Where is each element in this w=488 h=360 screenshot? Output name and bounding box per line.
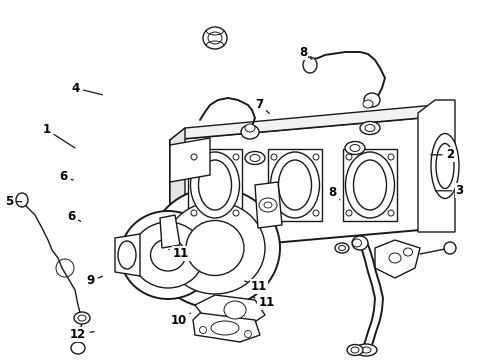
Ellipse shape (164, 202, 264, 294)
Ellipse shape (244, 330, 251, 338)
Text: 7: 7 (255, 98, 269, 113)
Ellipse shape (191, 210, 197, 216)
Ellipse shape (191, 154, 197, 160)
Ellipse shape (387, 154, 393, 160)
Polygon shape (160, 215, 180, 248)
Ellipse shape (264, 202, 271, 208)
Polygon shape (267, 149, 321, 221)
Ellipse shape (198, 160, 231, 210)
Polygon shape (342, 149, 396, 221)
Ellipse shape (353, 160, 386, 210)
Ellipse shape (78, 315, 86, 321)
Polygon shape (254, 182, 282, 228)
Ellipse shape (270, 152, 319, 218)
Ellipse shape (349, 144, 359, 152)
Ellipse shape (359, 122, 379, 135)
Text: 8: 8 (299, 46, 311, 59)
Text: 8: 8 (328, 186, 339, 200)
Ellipse shape (150, 239, 185, 271)
Polygon shape (170, 118, 419, 252)
Ellipse shape (203, 27, 226, 49)
Ellipse shape (190, 152, 239, 218)
Ellipse shape (270, 210, 276, 216)
Ellipse shape (244, 124, 254, 132)
Ellipse shape (350, 347, 358, 353)
Ellipse shape (199, 327, 206, 333)
Text: 5: 5 (5, 195, 21, 208)
Ellipse shape (232, 154, 239, 160)
Ellipse shape (354, 344, 376, 356)
Ellipse shape (363, 93, 379, 107)
Ellipse shape (338, 246, 345, 251)
Polygon shape (195, 295, 264, 325)
Ellipse shape (346, 154, 351, 160)
Ellipse shape (120, 211, 215, 299)
Ellipse shape (388, 253, 400, 263)
Ellipse shape (352, 239, 361, 247)
Ellipse shape (346, 210, 351, 216)
Ellipse shape (232, 210, 239, 216)
Text: 11: 11 (251, 296, 274, 309)
Polygon shape (187, 149, 242, 221)
Ellipse shape (210, 321, 239, 335)
Ellipse shape (244, 152, 264, 165)
Text: 6: 6 (60, 170, 73, 183)
Polygon shape (170, 138, 209, 182)
Ellipse shape (150, 188, 280, 308)
Ellipse shape (16, 193, 28, 207)
Ellipse shape (312, 154, 318, 160)
Ellipse shape (430, 134, 458, 198)
Text: 4: 4 (72, 82, 102, 95)
Ellipse shape (312, 210, 318, 216)
Polygon shape (374, 240, 419, 278)
Ellipse shape (364, 125, 374, 131)
Text: 1: 1 (42, 123, 75, 148)
Polygon shape (417, 100, 454, 232)
Ellipse shape (360, 347, 370, 353)
Polygon shape (170, 128, 184, 252)
Text: 11: 11 (244, 280, 267, 293)
Ellipse shape (207, 32, 222, 44)
Ellipse shape (443, 242, 455, 254)
Text: 12: 12 (70, 328, 94, 341)
Text: 10: 10 (170, 313, 190, 327)
Ellipse shape (270, 154, 276, 160)
Text: 11: 11 (168, 247, 189, 260)
Polygon shape (170, 105, 434, 140)
Ellipse shape (435, 144, 453, 189)
Ellipse shape (351, 236, 367, 250)
Ellipse shape (303, 57, 316, 73)
Text: 2: 2 (430, 148, 453, 161)
Text: 9: 9 (86, 274, 102, 287)
Ellipse shape (118, 241, 136, 269)
Ellipse shape (74, 312, 90, 324)
Ellipse shape (132, 222, 203, 288)
Ellipse shape (346, 345, 362, 356)
Polygon shape (115, 234, 140, 276)
Polygon shape (193, 313, 260, 342)
Text: 3: 3 (435, 184, 463, 197)
Ellipse shape (334, 243, 348, 253)
Text: 6: 6 (67, 210, 81, 222)
Ellipse shape (259, 198, 276, 212)
Ellipse shape (278, 160, 311, 210)
Ellipse shape (249, 154, 260, 162)
Ellipse shape (387, 210, 393, 216)
Ellipse shape (403, 248, 412, 256)
Ellipse shape (224, 301, 245, 319)
Ellipse shape (345, 141, 364, 154)
Ellipse shape (185, 220, 244, 275)
Ellipse shape (362, 100, 372, 108)
Ellipse shape (71, 342, 85, 354)
Ellipse shape (345, 152, 394, 218)
Ellipse shape (241, 125, 259, 139)
Polygon shape (419, 105, 434, 230)
